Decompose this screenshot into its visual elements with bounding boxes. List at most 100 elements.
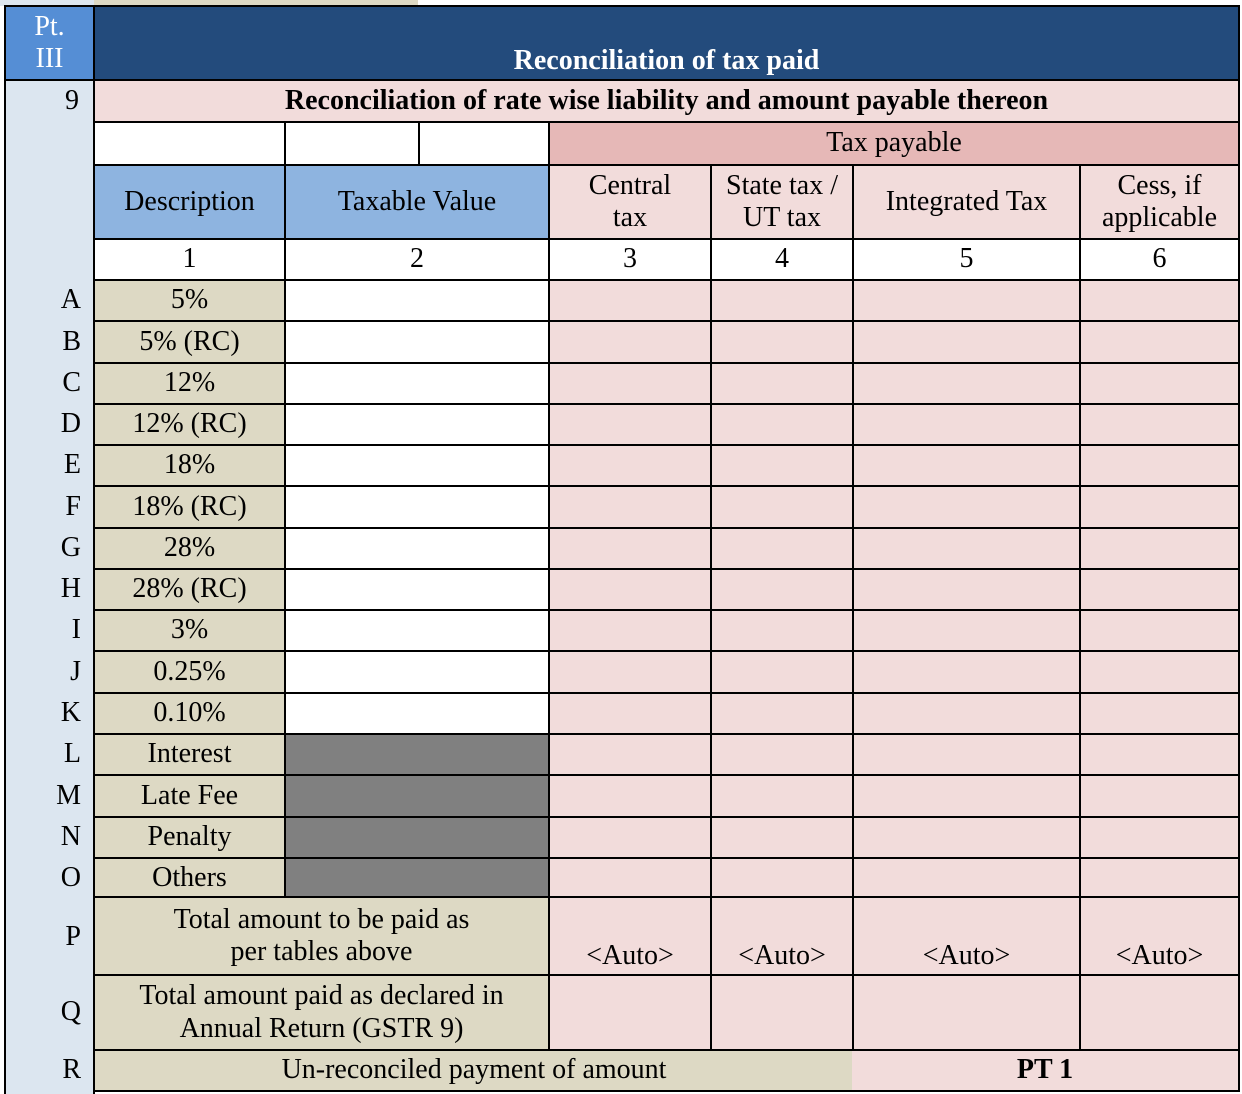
row-l-cess[interactable] xyxy=(1079,733,1240,776)
row-m-central-tax[interactable] xyxy=(548,774,712,818)
row-o-central-tax[interactable] xyxy=(548,857,712,900)
row-i-cess[interactable] xyxy=(1079,609,1240,652)
row-b-cess[interactable] xyxy=(1079,320,1240,364)
col-number-2: 2 xyxy=(284,238,550,281)
row-e-cess[interactable] xyxy=(1079,444,1240,487)
row-g-state-tax[interactable] xyxy=(710,527,854,570)
row-j-state-tax[interactable] xyxy=(710,650,854,694)
row-b-state-tax[interactable] xyxy=(710,320,854,364)
row-q-cess[interactable] xyxy=(1079,974,1240,1051)
row-p-state-tax[interactable]: <Auto> xyxy=(710,896,854,976)
row-o-state-tax[interactable] xyxy=(710,857,854,900)
row-letter-b: B xyxy=(62,325,81,357)
row-h-integrated-tax[interactable] xyxy=(852,568,1081,611)
row-p-integrated-tax[interactable]: <Auto> xyxy=(852,896,1081,976)
row-letter-o: O xyxy=(60,862,81,894)
row-h-central-tax[interactable] xyxy=(548,568,712,611)
row-j-cess[interactable] xyxy=(1079,650,1240,694)
row-g-cess[interactable] xyxy=(1079,527,1240,570)
section-number: 9 xyxy=(4,79,95,123)
row-k-central-tax[interactable] xyxy=(548,692,712,735)
row-q-integrated-tax[interactable] xyxy=(852,974,1081,1051)
row-o-integrated-tax[interactable] xyxy=(852,857,1081,900)
row-j-central-tax[interactable] xyxy=(548,650,712,694)
row-f-taxable-value[interactable] xyxy=(284,485,550,529)
row-m-description: Late Fee xyxy=(93,774,286,818)
row-l-state-tax[interactable] xyxy=(710,733,854,776)
blank-cell-1 xyxy=(93,121,286,166)
row-f-central-tax[interactable] xyxy=(548,485,712,529)
col-number-3: 3 xyxy=(548,238,712,281)
row-e-taxable-value[interactable] xyxy=(284,444,550,487)
row-n-central-tax[interactable] xyxy=(548,816,712,859)
row-n-state-tax[interactable] xyxy=(710,816,854,859)
row-d-central-tax[interactable] xyxy=(548,403,712,446)
row-d-integrated-tax[interactable] xyxy=(852,403,1081,446)
row-m-state-tax[interactable] xyxy=(710,774,854,818)
row-o-description: Others xyxy=(93,857,286,900)
row-c-state-tax[interactable] xyxy=(710,362,854,405)
row-p-central-tax[interactable]: <Auto> xyxy=(548,896,712,976)
row-j-taxable-value[interactable] xyxy=(284,650,550,694)
row-k-state-tax[interactable] xyxy=(710,692,854,735)
row-f-description: 18% (RC) xyxy=(93,485,286,529)
row-d-state-tax[interactable] xyxy=(710,403,854,446)
row-r-value: PT 1 xyxy=(852,1049,1240,1092)
row-b-taxable-value[interactable] xyxy=(284,320,550,364)
row-f-cess[interactable] xyxy=(1079,485,1240,529)
row-l-central-tax[interactable] xyxy=(548,733,712,776)
row-k-integrated-tax[interactable] xyxy=(852,692,1081,735)
row-b-integrated-tax[interactable] xyxy=(852,320,1081,364)
row-n-integrated-tax[interactable] xyxy=(852,816,1081,859)
row-r-description: Un-reconciled payment of amount xyxy=(93,1049,853,1092)
row-h-description: 28% (RC) xyxy=(93,568,286,611)
row-a-taxable-value[interactable] xyxy=(284,279,550,322)
row-e-integrated-tax[interactable] xyxy=(852,444,1081,487)
row-q-state-tax[interactable] xyxy=(710,974,854,1051)
part-label-line2: III xyxy=(35,43,64,74)
blank-cell-3 xyxy=(418,121,550,166)
col-header-state-tax: State tax / UT tax xyxy=(710,164,854,240)
row-o-cess[interactable] xyxy=(1079,857,1240,900)
row-m-integrated-tax[interactable] xyxy=(852,774,1081,818)
row-b-central-tax[interactable] xyxy=(548,320,712,364)
row-h-taxable-value[interactable] xyxy=(284,568,550,611)
row-k-taxable-value[interactable] xyxy=(284,692,550,735)
row-d-taxable-value[interactable] xyxy=(284,403,550,446)
row-i-central-tax[interactable] xyxy=(548,609,712,652)
row-c-description: 12% xyxy=(93,362,286,405)
row-l-integrated-tax[interactable] xyxy=(852,733,1081,776)
row-c-taxable-value[interactable] xyxy=(284,362,550,405)
row-j-integrated-tax[interactable] xyxy=(852,650,1081,694)
row-m-cess[interactable] xyxy=(1079,774,1240,818)
row-h-cess[interactable] xyxy=(1079,568,1240,611)
row-h-state-tax[interactable] xyxy=(710,568,854,611)
row-a-integrated-tax[interactable] xyxy=(852,279,1081,322)
row-p-cess[interactable]: <Auto> xyxy=(1079,896,1240,976)
col-number-5: 5 xyxy=(852,238,1081,281)
row-f-integrated-tax[interactable] xyxy=(852,485,1081,529)
row-letter-p: P xyxy=(65,920,81,952)
row-e-state-tax[interactable] xyxy=(710,444,854,487)
row-g-taxable-value[interactable] xyxy=(284,527,550,570)
col-number-6: 6 xyxy=(1079,238,1240,281)
row-letter-e: E xyxy=(63,449,81,481)
row-n-cess[interactable] xyxy=(1079,816,1240,859)
row-i-taxable-value[interactable] xyxy=(284,609,550,652)
row-g-integrated-tax[interactable] xyxy=(852,527,1081,570)
row-i-state-tax[interactable] xyxy=(710,609,854,652)
row-f-state-tax[interactable] xyxy=(710,485,854,529)
row-a-central-tax[interactable] xyxy=(548,279,712,322)
row-g-central-tax[interactable] xyxy=(548,527,712,570)
row-e-central-tax[interactable] xyxy=(548,444,712,487)
row-c-central-tax[interactable] xyxy=(548,362,712,405)
blank-cell-2 xyxy=(284,121,420,166)
row-a-state-tax[interactable] xyxy=(710,279,854,322)
row-c-integrated-tax[interactable] xyxy=(852,362,1081,405)
row-d-cess[interactable] xyxy=(1079,403,1240,446)
row-a-cess[interactable] xyxy=(1079,279,1240,322)
row-c-cess[interactable] xyxy=(1079,362,1240,405)
row-q-central-tax[interactable] xyxy=(548,974,712,1051)
row-k-cess[interactable] xyxy=(1079,692,1240,735)
row-i-integrated-tax[interactable] xyxy=(852,609,1081,652)
